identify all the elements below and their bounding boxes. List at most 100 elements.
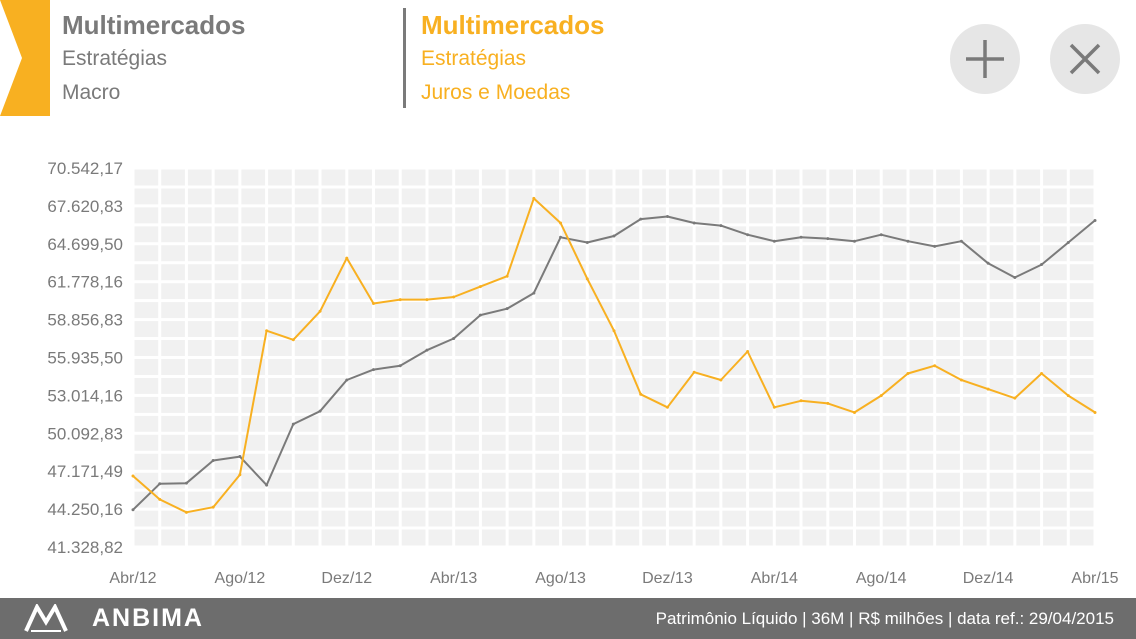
line-chart: 70.542,17 67.620,83 64.699,50 61.778,16 58.8… [47, 159, 1118, 587]
footer-info: Patrimônio Líquido | 36M | R$ milhões | … [655, 609, 1114, 628]
data-point-2 [425, 298, 429, 302]
data-point-1 [158, 482, 162, 486]
plus-icon [966, 40, 1004, 78]
data-point-2 [1066, 394, 1070, 398]
series-b-title: Multimercados [421, 10, 605, 40]
data-point-1 [746, 233, 750, 237]
data-point-2 [1040, 372, 1044, 376]
data-point-2 [318, 309, 322, 313]
close-button[interactable] [1050, 24, 1120, 94]
data-point-1 [131, 508, 135, 512]
header-divider [403, 8, 406, 108]
x-tick-label: Abr/12 [109, 570, 156, 587]
y-tick-label: 61.778,16 [47, 273, 123, 292]
data-point-2 [265, 329, 269, 333]
anbima-logo-icon [24, 604, 68, 632]
data-point-1 [719, 224, 723, 228]
series-b-header: Multimercados Estratégias Juros e Moedas [421, 8, 605, 110]
data-point-2 [1093, 410, 1097, 414]
data-point-2 [879, 394, 883, 398]
data-point-1 [959, 239, 963, 243]
y-tick-label: 47.171,49 [47, 462, 123, 481]
data-point-1 [853, 239, 856, 243]
x-tick-label: Dez/13 [642, 570, 693, 587]
data-point-1 [372, 368, 375, 372]
series-b-line2: Juros e Moedas [421, 81, 571, 104]
data-point-1 [826, 237, 830, 241]
data-point-2 [291, 338, 295, 342]
data-point-2 [665, 405, 669, 409]
x-tick-label: Ago/13 [535, 570, 586, 587]
y-tick-label: 70.542,17 [47, 159, 123, 178]
y-tick-label: 44.250,16 [47, 500, 123, 519]
x-tick-label: Abr/15 [1071, 570, 1118, 587]
data-point-1 [1013, 276, 1017, 280]
data-point-2 [853, 410, 856, 414]
data-point-2 [746, 349, 750, 353]
series-a-line2: Macro [62, 81, 121, 104]
header: Multimercados Estratégias Macro Multimer… [0, 0, 1136, 120]
series-a-header: Multimercados Estratégias Macro [62, 8, 246, 110]
data-point-2 [612, 329, 616, 333]
data-point-1 [665, 215, 669, 219]
data-point-2 [131, 474, 135, 478]
data-point-2 [639, 392, 643, 396]
data-point-1 [478, 313, 482, 317]
data-point-2 [933, 364, 937, 368]
data-point-1 [505, 307, 509, 311]
data-point-1 [639, 217, 643, 221]
data-point-1 [398, 364, 402, 368]
data-point-2 [398, 298, 402, 302]
data-point-1 [1040, 263, 1044, 267]
data-point-2 [772, 405, 776, 409]
data-point-2 [184, 510, 188, 514]
data-point-2 [906, 372, 910, 376]
data-point-2 [986, 387, 990, 391]
x-tick-label: Dez/12 [321, 570, 372, 587]
close-icon [1069, 43, 1101, 75]
data-point-2 [211, 505, 215, 509]
data-point-1 [318, 409, 322, 413]
data-point-2 [478, 285, 482, 289]
x-tick-label: Abr/13 [430, 570, 477, 587]
add-button[interactable] [950, 24, 1020, 94]
x-tick-label: Ago/12 [215, 570, 266, 587]
data-point-2 [372, 301, 375, 305]
data-point-2 [559, 221, 563, 225]
data-point-1 [559, 235, 563, 239]
x-tick-label: Abr/14 [751, 570, 798, 587]
y-tick-label: 50.092,83 [47, 424, 123, 443]
data-point-1 [986, 261, 990, 265]
y-tick-label: 64.699,50 [47, 235, 123, 254]
data-point-1 [345, 378, 349, 382]
data-point-1 [211, 458, 215, 462]
data-point-2 [799, 399, 803, 403]
data-point-1 [532, 291, 536, 295]
data-point-2 [719, 378, 723, 382]
data-point-2 [692, 370, 696, 374]
data-point-1 [238, 455, 242, 459]
series-a-title: Multimercados [62, 10, 246, 40]
data-point-1 [772, 239, 776, 243]
data-point-2 [585, 277, 589, 281]
footer: ANBIMA Patrimônio Líquido | 36M | R$ mil… [0, 598, 1136, 639]
data-point-2 [345, 256, 349, 260]
data-point-2 [826, 401, 830, 405]
data-point-2 [238, 473, 242, 477]
y-tick-label: 53.014,16 [47, 386, 123, 405]
data-point-1 [612, 234, 616, 238]
data-point-1 [585, 240, 589, 244]
y-tick-label: 58.856,83 [47, 311, 123, 330]
back-flag-icon[interactable] [0, 0, 50, 116]
data-point-1 [906, 239, 910, 243]
brand-name: ANBIMA [92, 604, 204, 632]
y-tick-label: 41.328,82 [47, 538, 123, 557]
data-point-2 [959, 378, 963, 382]
data-point-2 [532, 196, 536, 200]
data-point-1 [879, 233, 883, 237]
data-point-1 [799, 235, 803, 239]
data-point-1 [425, 348, 429, 352]
data-point-1 [452, 337, 456, 341]
x-tick-label: Dez/14 [963, 570, 1014, 587]
data-point-1 [933, 244, 937, 248]
